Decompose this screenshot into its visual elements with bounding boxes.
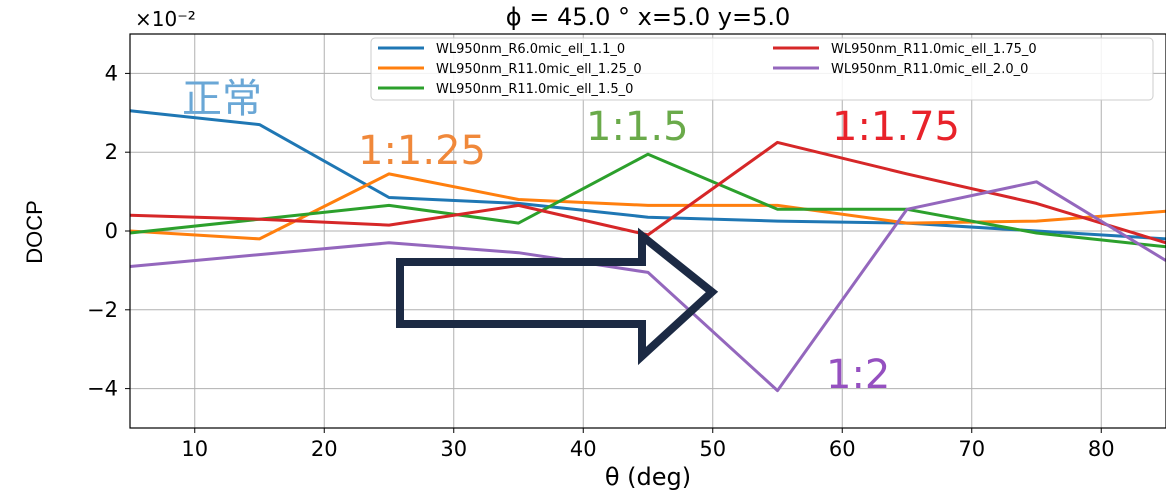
x-tick-label: 70 (958, 437, 985, 461)
y-axis-ticks: −4 −2 0 2 4 (87, 61, 130, 401)
legend-box (370, 37, 1154, 101)
x-tick-label: 20 (311, 437, 338, 461)
legend-label: WL950nm_R11.0mic_ell_2.0_0 (831, 62, 1028, 77)
y-offset-label: ×10⁻² (135, 7, 196, 31)
x-tick-label: 30 (440, 437, 467, 461)
x-tick-label: 60 (829, 437, 856, 461)
series-line-1 (129, 109, 1166, 241)
series-line-5 (129, 180, 1166, 393)
legend-label: WL950nm_R11.0mic_ell_1.75_0 (831, 42, 1037, 57)
y-tick-label: 0 (105, 219, 118, 243)
legend-label: WL950nm_R11.0mic_ell_1.5_0 (436, 82, 633, 97)
right-arrow-shape (396, 227, 719, 366)
y-tick-label: −4 (87, 377, 118, 401)
x-tick-label: 50 (699, 437, 726, 461)
chart-title: ϕ = 45.0 ° x=5.0 y=5.0 (506, 3, 790, 31)
y-tick-label: −2 (87, 298, 118, 322)
legend-label: WL950nm_R11.0mic_ell_1.25_0 (436, 62, 642, 77)
series-line-4 (129, 140, 1166, 245)
legend: WL950nm_R6.0mic_ell_1.1_0 WL950nm_R11.0mi… (370, 37, 1154, 101)
x-axis-label: θ (deg) (605, 463, 691, 491)
y-axis-label: DOCP (22, 200, 47, 264)
legend-label: WL950nm_R6.0mic_ell_1.1_0 (436, 42, 625, 57)
annotation-label: 正常 (182, 76, 262, 122)
series-lines (129, 109, 1166, 393)
series-line-3 (129, 152, 1166, 249)
annotation-label: 1:2 (826, 352, 890, 398)
x-tick-label: 80 (1088, 437, 1115, 461)
annotation-label: 1:1.5 (586, 104, 689, 150)
x-tick-label: 10 (181, 437, 208, 461)
y-tick-label: 2 (105, 140, 118, 164)
y-tick-label: 4 (105, 61, 118, 85)
annotation-label: 1:1.75 (832, 104, 960, 150)
series-line-2 (129, 172, 1166, 241)
annotation-label: 1:1.25 (358, 128, 486, 174)
annotations: 正常 1:1.25 1:1.5 1:1.75 1:2 (182, 76, 960, 398)
x-axis-ticks: 10 20 30 40 50 60 70 80 (181, 428, 1115, 461)
x-tick-label: 40 (570, 437, 597, 461)
